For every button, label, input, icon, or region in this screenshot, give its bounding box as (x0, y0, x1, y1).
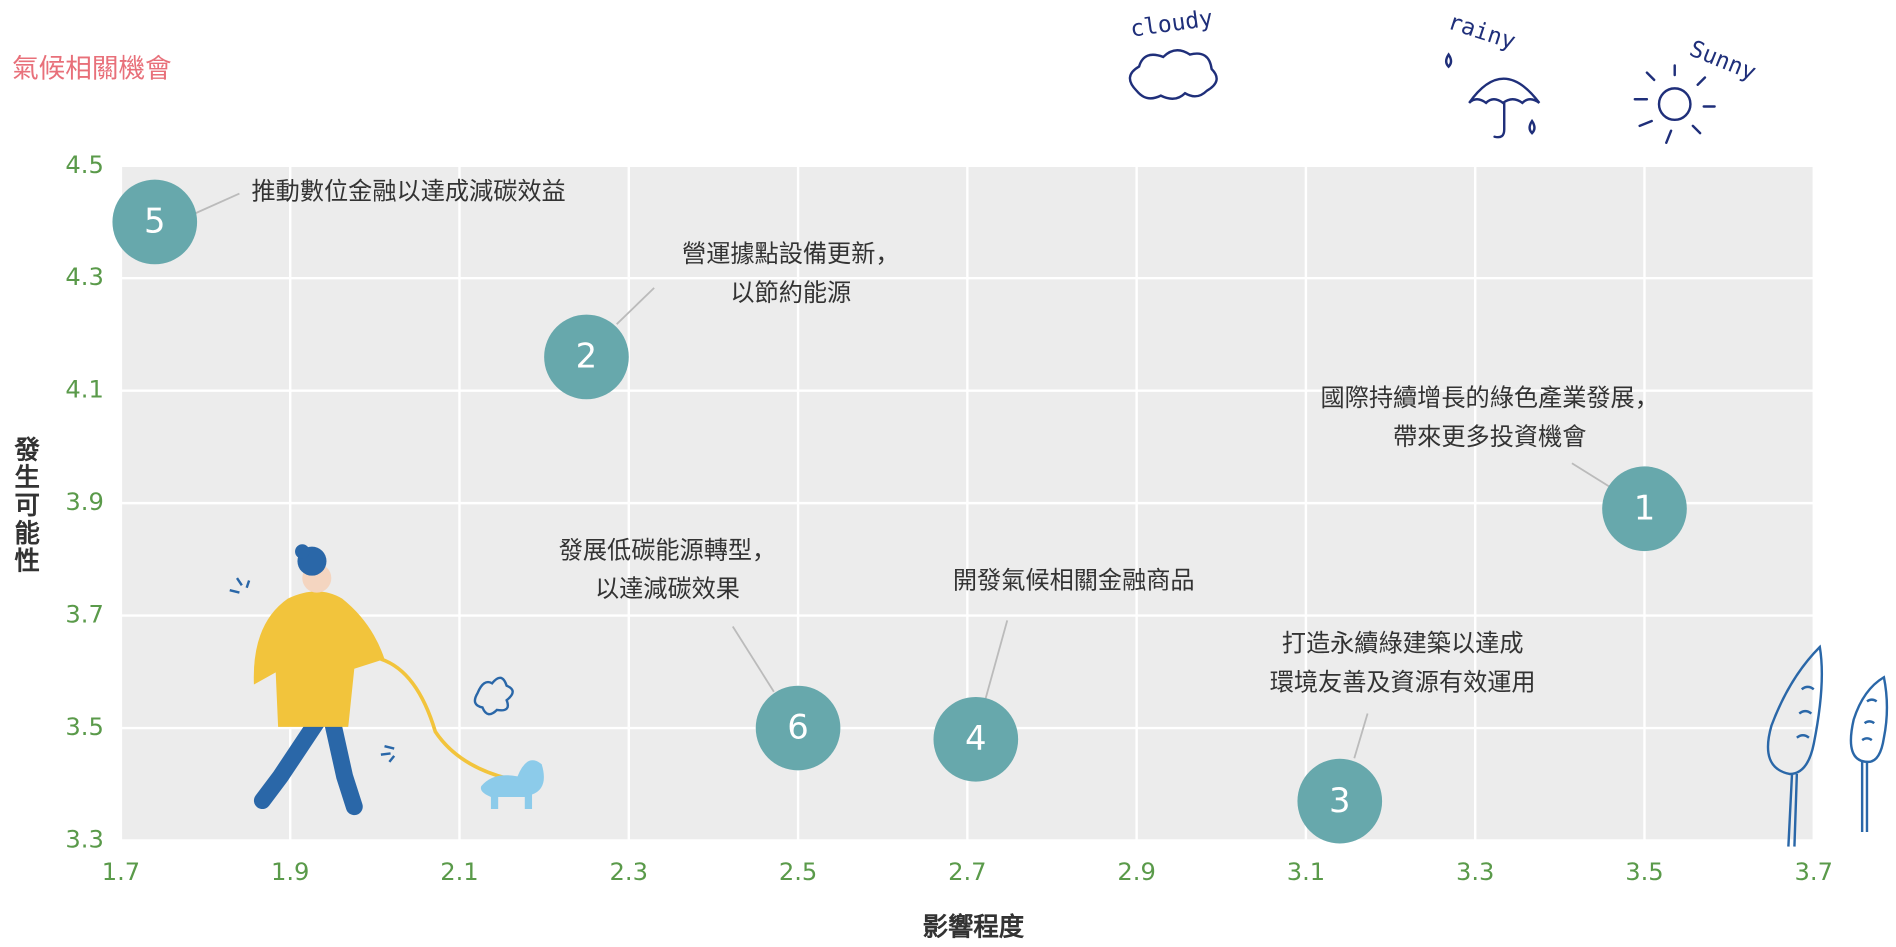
y-tick-label: 3.7 (65, 601, 103, 629)
x-tick-label: 3.3 (1456, 858, 1494, 886)
x-tick-label: 2.1 (440, 858, 478, 886)
point-description: 開發氣候相關金融商品 (953, 567, 1195, 595)
leader-line (984, 620, 1009, 700)
x-tick-label: 3.7 (1795, 858, 1833, 886)
point-label: 1 (1634, 488, 1656, 527)
point-description: 以節約能源 (730, 279, 851, 307)
point-label: 3 (1329, 781, 1351, 820)
x-tick-label: 1.7 (102, 858, 140, 886)
point-label: 2 (576, 337, 598, 376)
point (1602, 466, 1687, 552)
x-tick-label: 1.9 (271, 858, 309, 886)
y-tick-label: 4.3 (65, 263, 103, 291)
y-tick-label: 3.9 (65, 488, 103, 516)
x-axis-label: 影響程度 (923, 912, 1025, 942)
leader-line (616, 287, 655, 325)
doodle-label: Sunny (1686, 36, 1760, 86)
x-tick-label: 2.3 (610, 858, 648, 886)
x-tick-label: 2.7 (948, 858, 986, 886)
point-description: 推動數位金融以達成減碳效益 (252, 177, 566, 205)
point-label: 5 (144, 202, 166, 241)
y-tick-label: 3.5 (65, 713, 103, 741)
point (544, 314, 629, 400)
x-tick-label: 2.5 (779, 858, 817, 886)
x-tick-label: 3.1 (1287, 858, 1325, 886)
leader-line (731, 625, 775, 693)
sun (1657, 87, 1692, 122)
point-description: 帶來更多投資機會 (1393, 423, 1586, 451)
y-tick-label: 4.5 (65, 151, 103, 179)
point-label: 4 (965, 719, 987, 758)
point (933, 696, 1019, 782)
point-description: 發展低碳能源轉型， (559, 536, 777, 564)
umbrella (1468, 77, 1541, 139)
cloud (1128, 49, 1218, 100)
point-description: 國際持續增長的綠色產業發展， (1321, 384, 1659, 412)
leader-line (1353, 713, 1369, 759)
doodle-label: cloudy (1129, 5, 1215, 42)
y-axis-label: 發生可能性 (11, 435, 41, 575)
weather-doodles (1128, 49, 1716, 144)
tree-illustration (1766, 644, 1889, 847)
point-description: 以達減碳效果 (595, 575, 740, 603)
chart-title: 氣候相關機會 (12, 54, 172, 85)
x-tick-label: 2.9 (1117, 858, 1155, 886)
leader-line (193, 192, 240, 215)
point-description: 打造永續綠建築以達成 (1282, 630, 1524, 658)
leader-line (1571, 462, 1612, 489)
person-illustration (229, 544, 544, 816)
point (1297, 758, 1383, 844)
raindrops (1444, 52, 1536, 135)
point-label: 6 (787, 708, 809, 747)
sun-rays (1633, 64, 1716, 144)
doodle-label: rainy (1445, 9, 1519, 55)
point-description: 環境友善及資源有效運用 (1270, 668, 1536, 696)
y-tick-label: 3.3 (65, 825, 103, 853)
point (112, 179, 198, 265)
point-description: 營運據點設備更新， (682, 240, 900, 268)
y-tick-label: 4.1 (65, 376, 103, 404)
point (755, 685, 841, 771)
x-tick-label: 3.5 (1625, 858, 1663, 886)
